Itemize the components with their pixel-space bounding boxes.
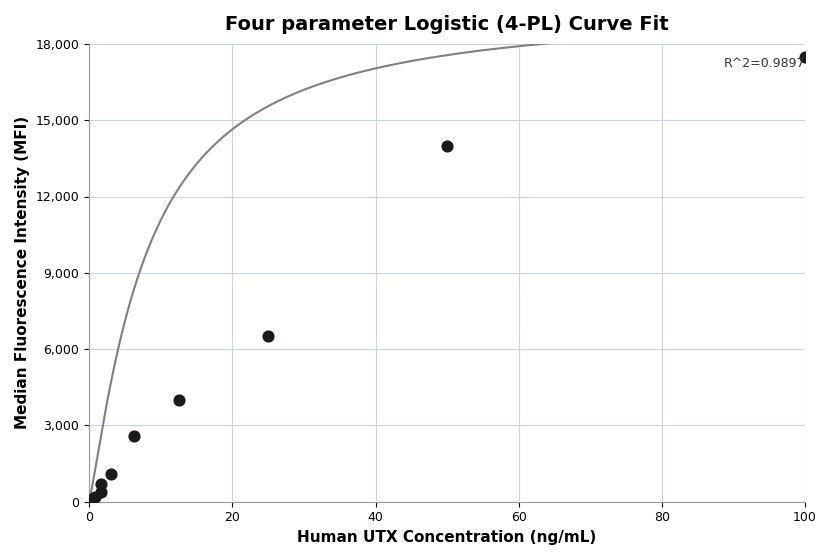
Point xyxy=(86,494,99,503)
Title: Four parameter Logistic (4-PL) Curve Fit: Four parameter Logistic (4-PL) Curve Fit xyxy=(225,15,669,34)
X-axis label: Human UTX Concentration (ng/mL): Human UTX Concentration (ng/mL) xyxy=(298,530,597,545)
Point xyxy=(88,492,102,501)
Point xyxy=(127,431,141,440)
Point xyxy=(172,395,186,404)
Text: R^2=0.9897: R^2=0.9897 xyxy=(724,57,805,69)
Point xyxy=(799,52,812,61)
Point xyxy=(94,479,107,488)
Point xyxy=(440,141,453,150)
Point xyxy=(261,332,275,341)
Y-axis label: Median Fluorescence Intensity (MFI): Median Fluorescence Intensity (MFI) xyxy=(15,116,30,430)
Point xyxy=(105,469,118,478)
Point xyxy=(94,487,107,496)
